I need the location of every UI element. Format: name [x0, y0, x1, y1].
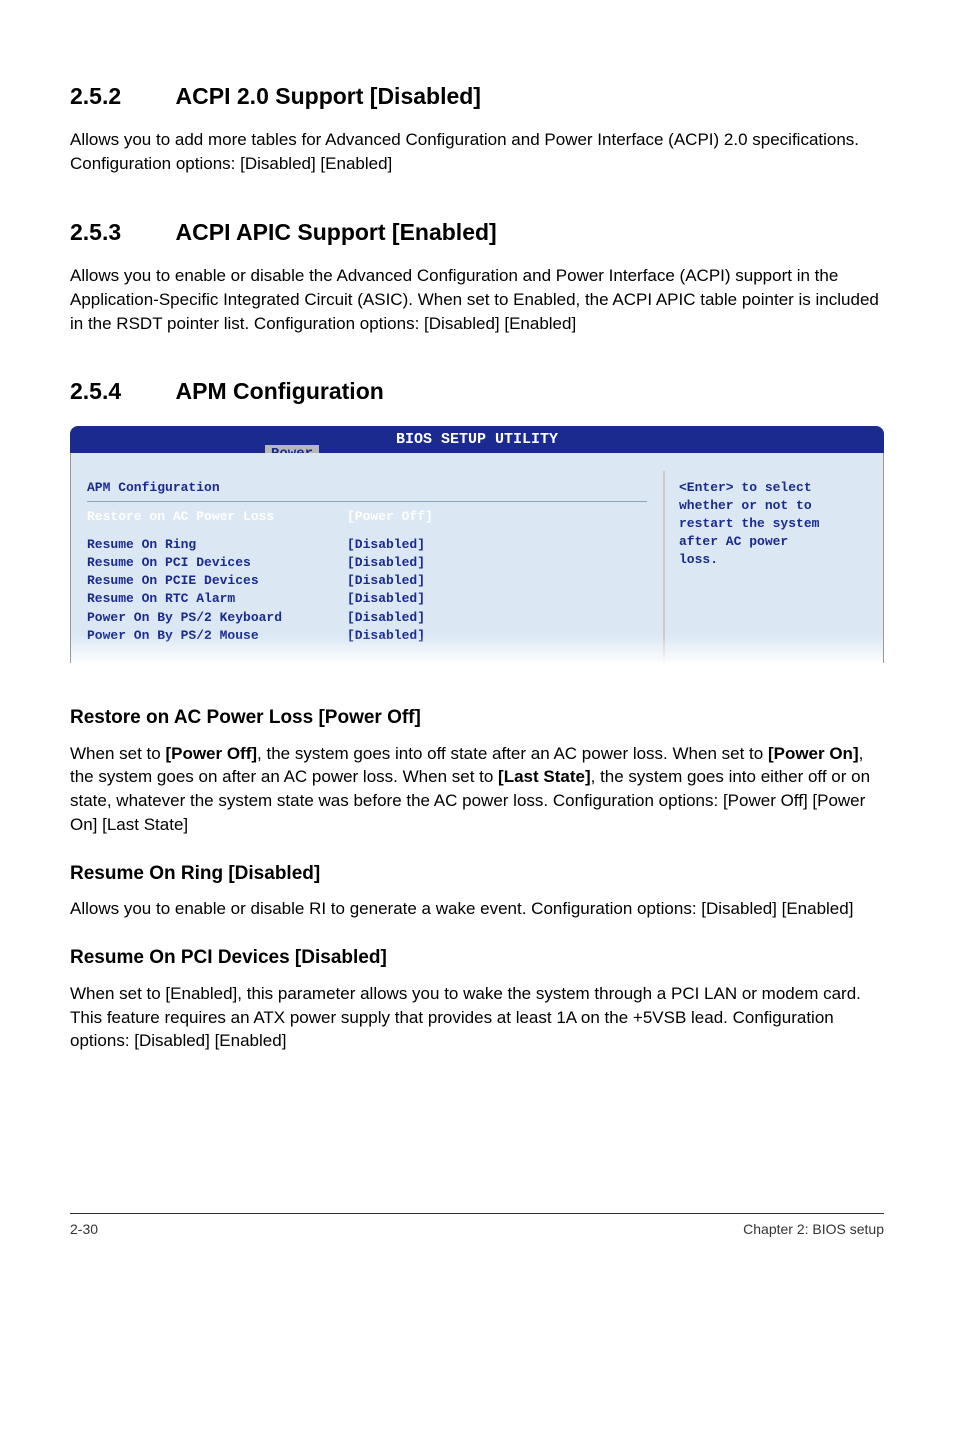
page-footer: 2-30 Chapter 2: BIOS setup — [70, 1213, 884, 1240]
bios-row-label: Power On By PS/2 Mouse — [87, 627, 347, 645]
footer-page-number: 2-30 — [70, 1220, 98, 1240]
section-heading-253: 2.5.3 ACPI APIC Support [Enabled] — [70, 216, 884, 248]
bios-help-line: restart the system — [679, 515, 869, 533]
bios-row-value: [Power Off] — [347, 508, 433, 526]
bios-row-label: Resume On PCI Devices — [87, 554, 347, 572]
section-title: APM Configuration — [176, 378, 384, 404]
bios-row-value: [Disabled] — [347, 536, 425, 554]
bios-title-bar: BIOS SETUP UTILITY Power — [70, 426, 884, 453]
subheading-ring: Resume On Ring [Disabled] — [70, 861, 884, 888]
subbody-ring: Allows you to enable or disable RI to ge… — [70, 897, 884, 921]
subheading-restore: Restore on AC Power Loss [Power Off] — [70, 705, 884, 732]
section-body-252: Allows you to add more tables for Advanc… — [70, 128, 884, 176]
bios-config-row: Resume On RTC Alarm[Disabled] — [87, 590, 647, 608]
footer-chapter: Chapter 2: BIOS setup — [743, 1220, 884, 1240]
bios-config-row: Power On By PS/2 Keyboard[Disabled] — [87, 609, 647, 627]
bios-row-label: Resume On PCIE Devices — [87, 572, 347, 590]
section-title: ACPI 2.0 Support [Disabled] — [176, 83, 481, 109]
text: When set to — [70, 744, 165, 763]
subheading-pci: Resume On PCI Devices [Disabled] — [70, 945, 884, 972]
bios-row-value: [Disabled] — [347, 590, 425, 608]
bios-config-row: Resume On PCIE Devices[Disabled] — [87, 572, 647, 590]
bios-help-panel: <Enter> to select whether or not to rest… — [663, 471, 883, 664]
bold-text: [Power Off] — [165, 744, 257, 763]
subbody-restore: When set to [Power Off], the system goes… — [70, 742, 884, 837]
section-body-253: Allows you to enable or disable the Adva… — [70, 264, 884, 335]
bios-row-label: Restore on AC Power Loss — [87, 508, 347, 526]
bios-help-line: after AC power — [679, 533, 869, 551]
bios-row-value: [Disabled] — [347, 572, 425, 590]
bios-config-row: Resume On Ring[Disabled] — [87, 536, 647, 554]
bold-text: [Last State] — [498, 767, 591, 786]
subbody-pci: When set to [Enabled], this parameter al… — [70, 982, 884, 1053]
bios-config-row: Resume On PCI Devices[Disabled] — [87, 554, 647, 572]
section-number: 2.5.2 — [70, 80, 170, 112]
bios-help-line: <Enter> to select — [679, 479, 869, 497]
section-title: ACPI APIC Support [Enabled] — [176, 219, 497, 245]
bios-config-row: Power On By PS/2 Mouse[Disabled] — [87, 627, 647, 645]
bios-row-value: [Disabled] — [347, 627, 425, 645]
bios-panel-title: APM Configuration — [87, 479, 647, 497]
bios-divider — [87, 501, 647, 502]
bios-window-title: BIOS SETUP UTILITY — [396, 431, 558, 448]
section-number: 2.5.4 — [70, 375, 170, 407]
bios-help-line: loss. — [679, 551, 869, 569]
bios-screenshot: BIOS SETUP UTILITY Power APM Configurati… — [70, 426, 884, 664]
section-number: 2.5.3 — [70, 216, 170, 248]
bios-body: APM Configuration Restore on AC Power Lo… — [70, 453, 884, 664]
section-heading-252: 2.5.2 ACPI 2.0 Support [Disabled] — [70, 80, 884, 112]
section-heading-254: 2.5.4 APM Configuration — [70, 375, 884, 407]
text: , the system goes into off state after a… — [257, 744, 768, 763]
bios-help-line: whether or not to — [679, 497, 869, 515]
bios-row-value: [Disabled] — [347, 554, 425, 572]
bios-row-label: Resume On RTC Alarm — [87, 590, 347, 608]
bios-config-row: Restore on AC Power Loss[Power Off] — [87, 508, 647, 526]
bios-row-label: Resume On Ring — [87, 536, 347, 554]
bios-left-panel: APM Configuration Restore on AC Power Lo… — [71, 471, 663, 664]
bios-row-label: Power On By PS/2 Keyboard — [87, 609, 347, 627]
bios-row-value: [Disabled] — [347, 609, 425, 627]
bold-text: [Power On] — [768, 744, 859, 763]
